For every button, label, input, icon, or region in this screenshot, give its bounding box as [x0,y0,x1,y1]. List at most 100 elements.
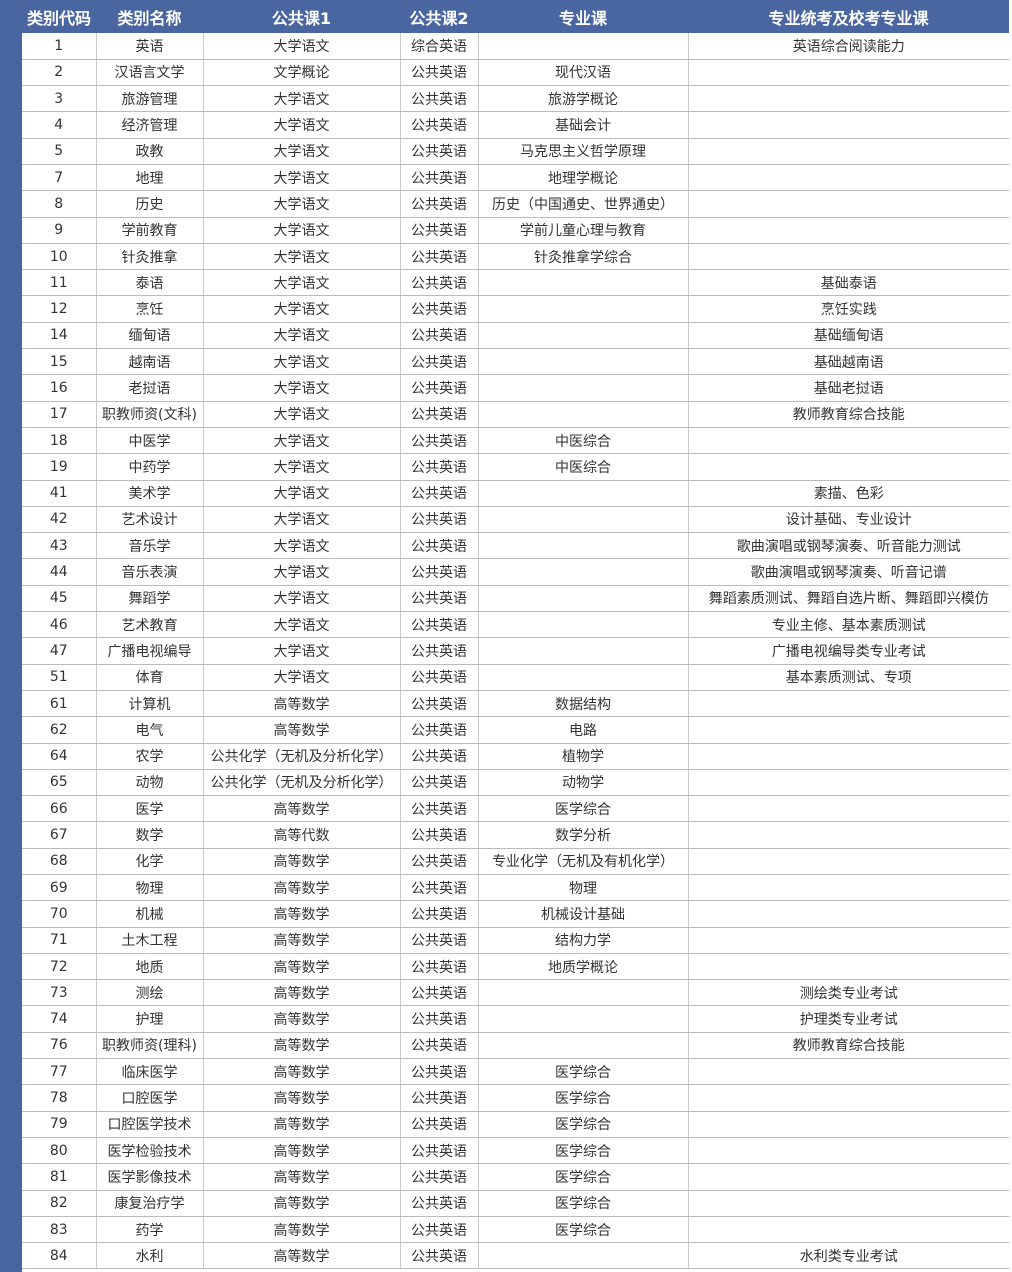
table-row: 19 中药学 大学语文 公共英语 中医综合 [22,453,1009,481]
cell-major-course: 医学综合 [478,1111,689,1138]
header-major-course: 专业课 [558,8,607,28]
cell-public-course-1: 公共化学（无机及分析化学） [203,743,401,770]
cell-public-course-2: 公共英语 [400,322,479,350]
cell-name: 经济管理 [96,111,204,139]
cell-public-course-1: 高等数学 [203,1216,401,1244]
cell-name: 农学 [96,743,204,770]
cell-public-course-1: 高等数学 [203,1137,401,1165]
cell-public-course-1: 高等数学 [203,690,401,718]
cell-exam-course [688,690,1009,718]
left-border-bar [0,0,22,1272]
cell-public-course-1: 大学语文 [203,243,401,271]
cell-exam-course [688,795,1009,823]
cell-public-course-1: 高等数学 [203,1190,401,1217]
cell-exam-course: 素描、色彩 [688,480,1009,507]
cell-code: 1 [22,33,97,60]
cell-public-course-2: 公共英语 [400,611,479,639]
cell-public-course-2: 公共英语 [400,243,479,271]
table-row: 67 数学 高等代数 公共英语 数学分析 [22,821,1009,849]
table-row: 84 水利 高等数学 公共英语 水利类专业考试 [22,1242,1009,1270]
table-row: 65 动物 公共化学（无机及分析化学） 公共英语 动物学 [22,769,1009,797]
cell-exam-course: 专业主修、基本素质测试 [688,611,1009,639]
cell-exam-course [688,874,1009,902]
cell-major-course: 电路 [478,716,689,744]
cell-major-course [478,269,689,297]
cell-public-course-1: 大学语文 [203,506,401,534]
cell-exam-course: 基础泰语 [688,269,1009,297]
cell-name: 旅游管理 [96,85,204,113]
cell-major-course [478,348,689,376]
table-row: 42 艺术设计 大学语文 公共英语 设计基础、专业设计 [22,506,1009,534]
cell-code: 82 [22,1190,97,1217]
table-row: 11 泰语 大学语文 公共英语 基础泰语 [22,269,1009,297]
cell-code: 45 [22,585,97,613]
cell-public-course-2: 公共英语 [400,637,479,665]
cell-code: 69 [22,874,97,902]
cell-code: 71 [22,927,97,954]
cell-name: 汉语言文学 [96,59,204,87]
cell-name: 越南语 [96,348,204,376]
cell-public-course-1: 文学概论 [203,59,401,87]
cell-code: 66 [22,795,97,823]
cell-major-course: 基础会计 [478,111,689,139]
table-row: 74 护理 高等数学 公共英语 护理类专业考试 [22,1005,1009,1033]
cell-public-course-1: 大学语文 [203,33,401,60]
cell-code: 51 [22,664,97,691]
table-row: 66 医学 高等数学 公共英语 医学综合 [22,795,1009,823]
cell-exam-course [688,164,1009,192]
cell-exam-course [688,217,1009,244]
cell-public-course-1: 高等数学 [203,874,401,902]
cell-code: 81 [22,1163,97,1191]
cell-public-course-2: 公共英语 [400,1058,479,1086]
cell-exam-course [688,1163,1009,1191]
cell-exam-course [688,1216,1009,1244]
cell-name: 医学检验技术 [96,1137,204,1165]
table-row: 5 政教 大学语文 公共英语 马克思主义哲学原理 [22,138,1009,165]
cell-code: 79 [22,1111,97,1138]
cell-name: 缅甸语 [96,322,204,350]
cell-major-course [478,295,689,323]
cell-name: 烹饪 [96,295,204,323]
cell-exam-course [688,953,1009,981]
cell-exam-course: 水利类专业考试 [688,1242,1009,1270]
cell-public-course-2: 公共英语 [400,453,479,481]
cell-code: 19 [22,453,97,481]
cell-public-course-1: 高等数学 [203,1242,401,1270]
cell-major-course: 专业化学（无机及有机化学） [478,848,689,876]
cell-exam-course: 教师教育综合技能 [688,401,1009,428]
table-row: 77 临床医学 高等数学 公共英语 医学综合 [22,1058,1009,1086]
cell-major-course: 数据结构 [478,690,689,718]
cell-exam-course: 基本素质测试、专项 [688,664,1009,691]
cell-name: 临床医学 [96,1058,204,1086]
cell-major-course: 马克思主义哲学原理 [478,138,689,165]
cell-public-course-1: 大学语文 [203,611,401,639]
cell-code: 41 [22,480,97,507]
cell-public-course-2: 公共英语 [400,348,479,376]
cell-exam-course [688,59,1009,87]
cell-public-course-2: 公共英语 [400,217,479,244]
table-row: 47 广播电视编导 大学语文 公共英语 广播电视编导类专业考试 [22,637,1009,665]
cell-exam-course: 设计基础、专业设计 [688,506,1009,534]
cell-exam-course [688,1137,1009,1165]
cell-code: 46 [22,611,97,639]
cell-code: 12 [22,295,97,323]
table-row: 64 农学 公共化学（无机及分析化学） 公共英语 植物学 [22,743,1009,770]
table-row: 12 烹饪 大学语文 公共英语 烹饪实践 [22,295,1009,323]
cell-public-course-1: 大学语文 [203,164,401,192]
table-row: 8 历史 大学语文 公共英语 历史（中国通史、世界通史） [22,190,1009,218]
cell-public-course-1: 大学语文 [203,138,401,165]
cell-exam-course: 烹饪实践 [688,295,1009,323]
cell-name: 老挝语 [96,374,204,402]
cell-major-course [478,33,689,60]
cell-name: 机械 [96,900,204,928]
cell-public-course-2: 公共英语 [400,164,479,192]
cell-public-course-1: 大学语文 [203,85,401,113]
cell-major-course: 现代汉语 [478,59,689,87]
table-row: 1 英语 大学语文 综合英语 英语综合阅读能力 [22,33,1009,60]
cell-name: 英语 [96,33,204,60]
table-row: 78 口腔医学 高等数学 公共英语 医学综合 [22,1084,1009,1112]
cell-major-course [478,374,689,402]
cell-name: 化学 [96,848,204,876]
cell-major-course: 医学综合 [478,1216,689,1244]
cell-public-course-2: 公共英语 [400,374,479,402]
